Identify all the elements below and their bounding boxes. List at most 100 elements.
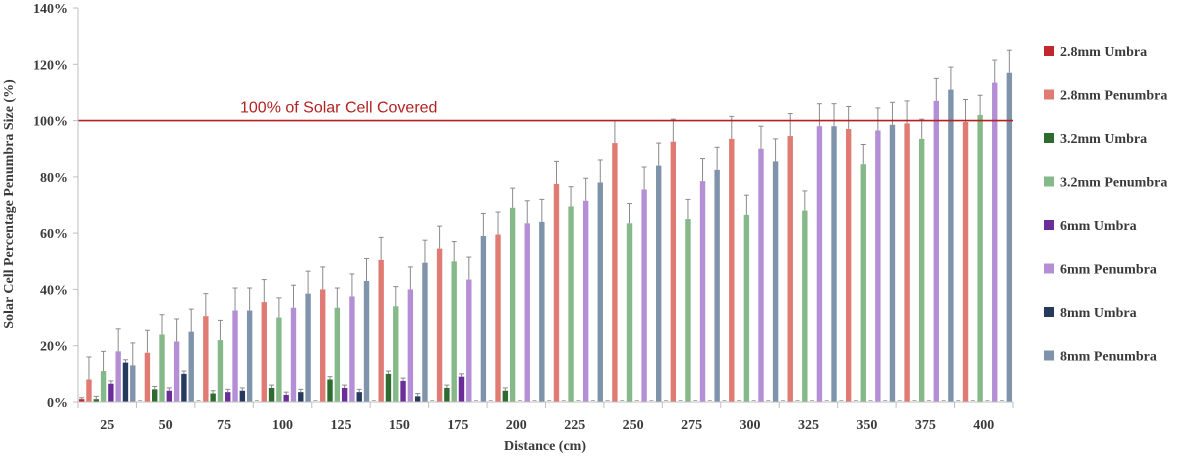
bar bbox=[115, 351, 121, 402]
bar bbox=[108, 383, 114, 402]
y-tick-label: 0% bbox=[47, 396, 68, 411]
bar bbox=[670, 141, 677, 402]
legend-label: 3.2mm Umbra bbox=[1060, 132, 1147, 147]
bar bbox=[100, 371, 107, 402]
bar bbox=[246, 310, 253, 402]
bar bbox=[582, 200, 589, 402]
bar bbox=[276, 317, 282, 402]
bar bbox=[612, 143, 618, 402]
x-tick-label: 25 bbox=[100, 418, 114, 433]
bar bbox=[173, 341, 180, 402]
bar bbox=[385, 373, 392, 402]
bar bbox=[860, 164, 866, 402]
bar bbox=[152, 389, 158, 402]
bar bbox=[992, 82, 998, 402]
bar bbox=[130, 365, 136, 402]
bar bbox=[787, 136, 793, 403]
bar bbox=[86, 379, 92, 402]
x-tick-label: 250 bbox=[623, 418, 644, 433]
legend-swatch bbox=[1044, 307, 1054, 317]
bar bbox=[93, 399, 99, 402]
x-tick-label: 300 bbox=[740, 418, 761, 433]
bar bbox=[977, 114, 983, 402]
bar bbox=[656, 165, 662, 402]
bar bbox=[845, 129, 852, 402]
bar bbox=[458, 376, 465, 402]
legend-swatch bbox=[1044, 350, 1054, 361]
bar bbox=[363, 280, 370, 402]
bar bbox=[305, 293, 311, 402]
bar bbox=[758, 148, 764, 402]
legend: 2.8mm Umbra 2.8mm Penumbra 3.2mm Umbra 3.2m… bbox=[1044, 45, 1167, 365]
bar bbox=[495, 234, 501, 402]
reference-line-label: 100% of Solar Cell Covered bbox=[240, 100, 437, 117]
axes: 0% 20% 40% 60% 80% 100% 120% 140% 25 50 75 100 125 15… bbox=[33, 2, 1014, 433]
bar bbox=[509, 207, 516, 402]
bar bbox=[349, 296, 355, 402]
x-tick-label: 225 bbox=[564, 418, 585, 433]
bar bbox=[729, 138, 735, 403]
bar bbox=[948, 89, 954, 403]
bar bbox=[816, 126, 823, 402]
bar bbox=[327, 379, 333, 402]
legend-label: 3.2mm Penumbra bbox=[1060, 176, 1167, 191]
legend-swatch bbox=[1044, 133, 1054, 143]
legend-swatch bbox=[1044, 176, 1054, 187]
y-tick-label: 80% bbox=[40, 171, 68, 186]
bar bbox=[451, 261, 457, 402]
bar bbox=[743, 214, 750, 402]
y-tick-label: 120% bbox=[33, 58, 68, 73]
legend-label: 8mm Umbra bbox=[1060, 306, 1137, 321]
bar bbox=[217, 340, 224, 402]
bar bbox=[356, 392, 362, 402]
legend-label: 6mm Penumbra bbox=[1060, 263, 1157, 278]
bar bbox=[414, 396, 421, 402]
plot-area bbox=[78, 49, 1013, 403]
x-tick-label: 375 bbox=[915, 418, 936, 433]
bar bbox=[268, 387, 275, 402]
bar bbox=[502, 390, 509, 402]
bar bbox=[480, 235, 487, 402]
y-tick-label: 60% bbox=[40, 227, 68, 242]
bar bbox=[320, 289, 326, 402]
bar bbox=[772, 161, 779, 402]
y-axis-title: Solar Cell Percentage Penumbra Size (%) bbox=[2, 79, 17, 329]
bar bbox=[422, 262, 428, 402]
bar bbox=[597, 182, 603, 402]
bar bbox=[1006, 72, 1013, 402]
legend-swatch bbox=[1044, 263, 1054, 274]
bar bbox=[626, 223, 633, 402]
bar bbox=[144, 352, 151, 402]
bar bbox=[699, 181, 706, 402]
bar bbox=[685, 219, 691, 402]
legend-swatch bbox=[1044, 46, 1054, 56]
bar bbox=[122, 362, 129, 402]
x-tick-label: 150 bbox=[389, 418, 410, 433]
x-tick-label: 200 bbox=[506, 418, 527, 433]
bar bbox=[962, 121, 969, 402]
bar bbox=[641, 189, 647, 402]
x-tick-label: 275 bbox=[681, 418, 702, 433]
x-axis-title: Distance (cm) bbox=[504, 439, 586, 454]
legend-swatch bbox=[1044, 220, 1054, 230]
x-tick-label: 50 bbox=[159, 418, 173, 433]
bar bbox=[436, 248, 443, 402]
bar bbox=[210, 393, 216, 402]
bar bbox=[290, 307, 297, 402]
x-tick-label: 325 bbox=[798, 418, 819, 433]
legend-label: 2.8mm Penumbra bbox=[1060, 89, 1167, 104]
y-tick-label: 20% bbox=[40, 340, 68, 355]
bar bbox=[444, 387, 450, 402]
x-tick-label: 350 bbox=[856, 418, 877, 433]
y-tick-label: 140% bbox=[33, 2, 68, 17]
bar bbox=[232, 310, 238, 402]
bar bbox=[298, 392, 304, 402]
bar bbox=[553, 183, 560, 402]
bar bbox=[933, 100, 939, 403]
bar bbox=[203, 316, 209, 402]
x-tick-label: 175 bbox=[447, 418, 468, 433]
bar bbox=[539, 221, 545, 402]
bar bbox=[188, 331, 194, 402]
bar bbox=[159, 334, 165, 402]
